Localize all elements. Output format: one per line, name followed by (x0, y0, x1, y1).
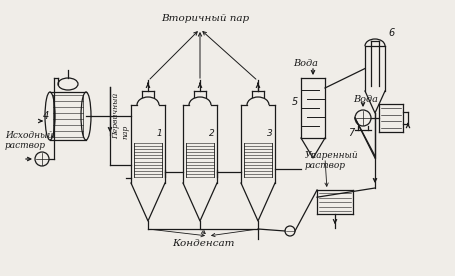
Text: 4: 4 (43, 111, 49, 121)
Text: Вторичный пар: Вторичный пар (161, 14, 249, 23)
Text: 1: 1 (157, 129, 163, 138)
Text: 5: 5 (292, 97, 298, 107)
Text: Упаренный
раствор: Упаренный раствор (305, 151, 359, 170)
Text: Конденсат: Конденсат (172, 239, 234, 248)
Text: Первичный
пар: Первичный пар (112, 93, 129, 139)
Text: 2: 2 (209, 129, 215, 138)
Text: 7: 7 (348, 128, 354, 138)
Text: 3: 3 (267, 129, 273, 138)
Text: Исходный
раствор: Исходный раствор (5, 131, 53, 150)
Text: Вода: Вода (293, 59, 318, 68)
Text: 6: 6 (388, 28, 394, 38)
Text: Вода: Вода (353, 95, 378, 104)
